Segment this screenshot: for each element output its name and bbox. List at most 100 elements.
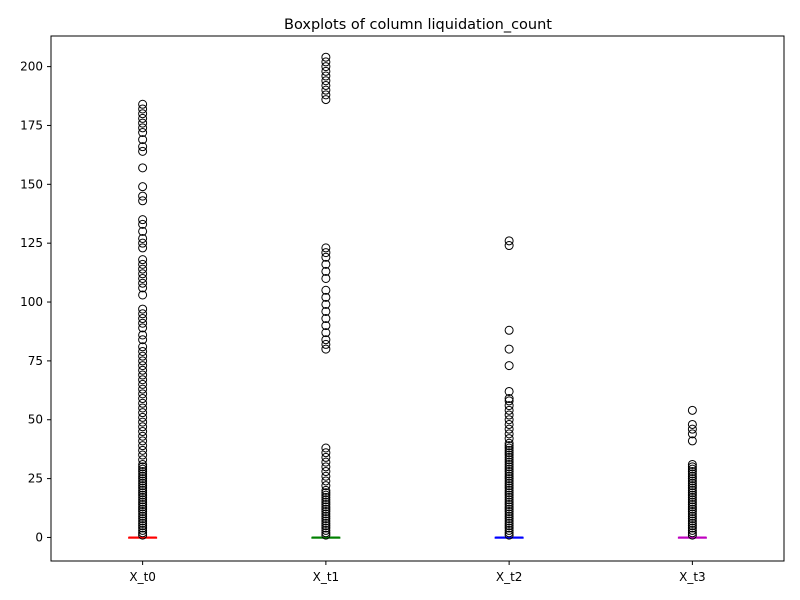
outlier-point [138,128,148,138]
outlier-point [321,71,331,81]
outlier-point [504,521,514,531]
outlier-point [504,401,514,411]
outlier-point [504,485,514,495]
outlier-point [321,492,331,502]
outlier-point [321,490,331,500]
outlier-point [687,530,697,540]
outlier-point [138,488,148,498]
outlier-point [138,109,148,119]
outlier-point [687,499,697,509]
outlier-point [504,504,514,514]
outlier-point [138,365,148,375]
outlier-point [687,405,697,415]
outlier-point [321,525,331,535]
outlier-point [321,452,331,462]
outlier-point [138,483,148,493]
outlier-point [504,405,514,415]
outlier-point [504,424,514,434]
outlier-point [504,516,514,526]
box-X_t2 [494,236,524,540]
outlier-point [321,521,331,531]
x-tick-label: X_t3 [679,570,706,584]
outlier-point [504,443,514,453]
x-tick-label: X_t2 [496,570,523,584]
outlier-point [138,485,148,495]
outlier-point [138,422,148,432]
outlier-point [138,427,148,437]
outlier-point [321,95,331,105]
outlier-point [687,504,697,514]
outlier-point [138,436,148,446]
outlier-point [138,342,148,352]
outlier-point [687,502,697,512]
outlier-point [504,499,514,509]
outlier-point [504,361,514,371]
outlier-point [138,142,148,152]
outlier-point [321,252,331,262]
outlier-point [321,248,331,258]
outlier-point [321,502,331,512]
outlier-point [138,219,148,229]
outlier-point [138,441,148,451]
outlier-point [138,314,148,324]
outlier-point [138,335,148,345]
outlier-point [321,292,331,302]
outlier-point [138,471,148,481]
outlier-point [138,464,148,474]
outlier-point [321,62,331,72]
outlier-point [321,339,331,349]
outlier-point [321,90,331,100]
outlier-point [321,497,331,507]
y-tick-label: 50 [28,413,43,427]
outlier-point [504,459,514,469]
outlier-point [504,452,514,462]
chart-title: Boxplots of column liquidation_count [284,17,552,33]
outlier-point [687,474,697,484]
outlier-point [138,356,148,366]
outlier-point [321,462,331,472]
x-axis: X_t0 X_t1 X_t2 X_t3 [129,561,706,584]
outlier-point [321,85,331,95]
outlier-point [321,306,331,316]
outlier-point [138,318,148,328]
outlier-point [321,516,331,526]
outlier-point [687,471,697,481]
outlier-point [321,514,331,524]
outlier-point [504,386,514,396]
outlier-point [321,476,331,486]
outlier-point [504,462,514,472]
outlier-point [138,417,148,427]
outlier-point [138,511,148,521]
outlier-point [687,464,697,474]
outlier-point [138,361,148,371]
outlier-point [321,495,331,505]
outlier-point [138,226,148,236]
outlier-point [504,481,514,491]
x-tick-label: X_t0 [129,570,156,584]
outlier-point [504,419,514,429]
outlier-point [138,370,148,380]
outlier-point [138,492,148,502]
outlier-point [321,285,331,295]
outlier-point [504,325,514,335]
outlier-point [687,507,697,517]
outlier-point [687,436,697,446]
outlier-point [321,485,331,495]
outlier-point [138,502,148,512]
outlier-point [138,273,148,283]
outlier-point [138,191,148,201]
outlier-point [138,163,148,173]
outlier-point [687,492,697,502]
outlier-point [321,443,331,453]
outlier-point [504,241,514,251]
outlier-point [321,523,331,533]
outlier-point [138,514,148,524]
outlier-point [138,450,148,460]
outlier-point [138,146,148,156]
outlier-point [138,476,148,486]
outlier-point [321,335,331,345]
outlier-point [138,238,148,248]
outlier-point [504,495,514,505]
y-tick-label: 0 [35,530,43,544]
outlier-point [138,509,148,519]
